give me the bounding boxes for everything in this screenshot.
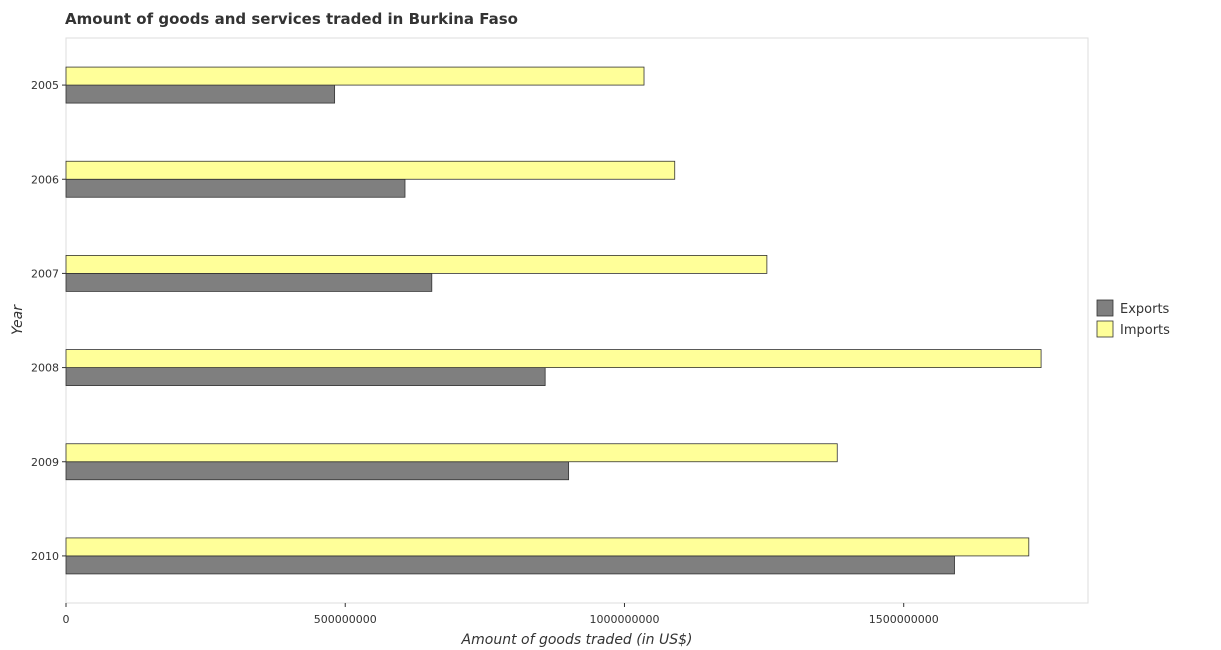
chart-title: Amount of goods and services traded in B… <box>65 10 518 28</box>
y-ticks: 2005 2006 2007 2008 2009 2010 <box>31 79 66 563</box>
bar-imports-2008 <box>65 349 1042 368</box>
bar-imports-2007 <box>65 255 768 274</box>
y-tick-label: 2005 <box>31 79 59 92</box>
bar-exports-2007 <box>65 273 433 292</box>
bar-imports-2006 <box>65 160 676 180</box>
legend: Exports Imports <box>1096 299 1170 338</box>
bar-exports-2008 <box>65 367 546 386</box>
x-tick-label: 500000000 <box>314 613 377 626</box>
y-tick-label: 2009 <box>31 456 59 469</box>
x-ticks: 0 500000000 1000000000 1500000000 <box>63 603 939 626</box>
legend-swatch-exports <box>1096 299 1114 317</box>
plot-area <box>65 37 1089 604</box>
y-axis-title: Year <box>10 304 26 335</box>
bars <box>65 66 1042 575</box>
bar-exports-2009 <box>65 461 570 481</box>
legend-label-exports: Exports <box>1120 302 1170 317</box>
y-tick-label: 2008 <box>31 362 59 375</box>
x-tick-label: 1500000000 <box>869 613 939 626</box>
x-tick-label: 1000000000 <box>589 613 659 626</box>
bar-imports-2010 <box>65 537 1030 557</box>
x-axis-title: Amount of goods traded (in US$) <box>461 632 693 648</box>
y-tick-label: 2010 <box>31 550 59 563</box>
bar-imports-2005 <box>65 66 645 86</box>
y-tick-label: 2006 <box>31 173 59 186</box>
bar-imports-2009 <box>65 443 838 463</box>
legend-label-imports: Imports <box>1120 323 1170 338</box>
bar-exports-2005 <box>65 84 336 104</box>
bar-exports-2010 <box>65 555 955 575</box>
legend-swatch-imports <box>1096 320 1114 338</box>
y-tick-label: 2007 <box>31 267 59 280</box>
bar-exports-2006 <box>65 178 406 198</box>
x-tick-label: 0 <box>63 613 70 626</box>
